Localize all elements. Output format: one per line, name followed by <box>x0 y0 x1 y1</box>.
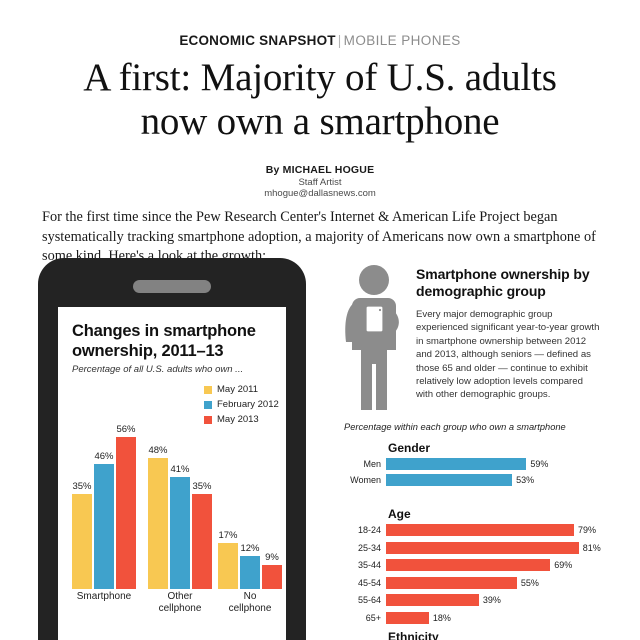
column-group-label: No cellphone <box>228 591 272 614</box>
hbar-row: Women 53% <box>350 474 534 486</box>
hbar-fill <box>386 576 517 589</box>
column-chart-legend: May 2011 February 2012 May 2013 <box>204 383 279 428</box>
byline-email: mhogue@dallasnews.com <box>264 188 376 199</box>
hbar-value-label: 39% <box>482 595 501 605</box>
hbar-fill <box>386 611 429 624</box>
column-group: 48% 41% 35% Other cellphone <box>148 409 212 614</box>
phone-speaker-icon <box>133 280 211 293</box>
legend-swatch-icon <box>204 415 212 424</box>
hbar-category-label: 25-34 <box>357 542 381 553</box>
page-title: A first: Majority of U.S. adults now own… <box>0 56 640 144</box>
legend-label: May 2011 <box>217 384 259 395</box>
column-chart-subtitle: Percentage of all U.S. adults who own ..… <box>72 364 244 375</box>
column-bar: 9% <box>262 552 282 589</box>
hbar-fill <box>386 474 513 486</box>
byline: By MICHAEL HOGUE Staff Artist mhogue@dal… <box>0 164 640 199</box>
ethnicity-section-heading: Ethnicity <box>388 630 439 640</box>
column-chart-plot: 35% 46% 56% Smartphone 48% 41% 35% Other cellph… <box>72 383 282 615</box>
hbar-fill <box>386 559 551 571</box>
byline-role: Staff Artist <box>298 177 342 188</box>
hbar-row: 25-34 81% <box>358 541 601 554</box>
column-bar: 12% <box>240 543 260 589</box>
hbar-fill <box>386 541 579 554</box>
column-bar: 17% <box>218 530 238 589</box>
hbar-row: 65+ 18% <box>366 611 451 624</box>
column-bar: 48% <box>148 445 168 589</box>
legend-label: May 2013 <box>217 414 259 425</box>
column-bar: 46% <box>94 451 114 589</box>
hbar-row: 35-44 69% <box>358 559 572 571</box>
kicker-strong: ECONOMIC SNAPSHOT <box>179 33 336 48</box>
column-bar: 56% <box>116 424 136 589</box>
legend-item: May 2013 <box>204 413 279 426</box>
column-group-label: Smartphone <box>76 591 132 602</box>
column-bar-value: 41% <box>170 464 190 476</box>
hbar-value-label: 53% <box>516 475 535 485</box>
legend-label: February 2012 <box>217 399 279 410</box>
person-with-phone-icon <box>344 264 406 416</box>
column-bar-value: 9% <box>265 551 279 563</box>
hbar-category-label: Men <box>363 459 381 469</box>
hbar-category-label: 35-44 <box>357 560 381 570</box>
column-bar-value: 48% <box>148 445 168 457</box>
hbar-row: 45-54 55% <box>358 576 539 589</box>
column-bar-value: 35% <box>192 480 212 492</box>
hbar-row: 55-64 39% <box>358 594 501 606</box>
legend-swatch-icon <box>204 385 212 394</box>
phone-mockup: Changes in smartphone ownership, 2011–13… <box>38 258 306 640</box>
phone-screen: Changes in smartphone ownership, 2011–13… <box>58 307 286 640</box>
headline-line-2: now own a smartphone <box>140 100 500 143</box>
byline-author: By MICHAEL HOGUE <box>265 164 375 176</box>
hbar-value-label: 18% <box>432 612 451 623</box>
column-bar-value: 12% <box>240 543 260 555</box>
hbar-row: 18-24 79% <box>358 524 596 536</box>
column-bar-value: 46% <box>94 450 114 462</box>
kicker: ECONOMIC SNAPSHOT | MOBILE PHONES <box>0 33 640 48</box>
hbar-value-label: 59% <box>530 459 549 469</box>
column-group-label: Other cellphone <box>158 591 202 614</box>
column-bar: 35% <box>72 481 92 589</box>
hbar-value-label: 79% <box>578 525 597 535</box>
column-bar: 41% <box>170 464 190 589</box>
hbar-value-label: 81% <box>582 542 601 553</box>
legend-item: May 2011 <box>204 383 279 396</box>
column-bar-value: 35% <box>72 480 92 492</box>
demographic-note: Percentage within each group who own a s… <box>344 422 566 432</box>
demographic-body: Every major demographic group experience… <box>416 309 600 401</box>
gender-section-heading: Gender <box>388 441 431 455</box>
hbar-category-label: 65+ <box>365 612 381 623</box>
hbar-fill <box>386 524 575 536</box>
hbar-category-label: 55-64 <box>357 595 381 605</box>
legend-swatch-icon <box>204 400 212 409</box>
hbar-value-label: 55% <box>520 577 539 588</box>
age-section-heading: Age <box>388 507 411 521</box>
kicker-separator: | <box>337 33 342 48</box>
legend-item: February 2012 <box>204 398 279 411</box>
hbar-row: Men 59% <box>363 458 548 470</box>
demographic-title: Smartphone ownership by demographic grou… <box>416 266 590 299</box>
headline-line-1: A first: Majority of U.S. adults <box>83 56 557 99</box>
column-bar-value: 56% <box>116 423 136 435</box>
hbar-value-label: 69% <box>554 560 573 570</box>
column-group: 35% 46% 56% Smartphone <box>72 409 136 602</box>
hbar-category-label: 45-54 <box>357 577 381 588</box>
column-bar: 35% <box>192 481 212 589</box>
hbar-category-label: 18-24 <box>357 525 381 535</box>
column-chart-title: Changes in smartphone ownership, 2011–13 <box>72 322 256 360</box>
column-group: 17% 12% 9% No cellphone <box>218 409 282 614</box>
hbar-fill <box>386 594 479 606</box>
hbar-category-label: Women <box>350 475 381 485</box>
column-bar-value: 17% <box>218 529 238 541</box>
kicker-rest: MOBILE PHONES <box>343 33 461 48</box>
hbar-fill <box>386 458 527 470</box>
